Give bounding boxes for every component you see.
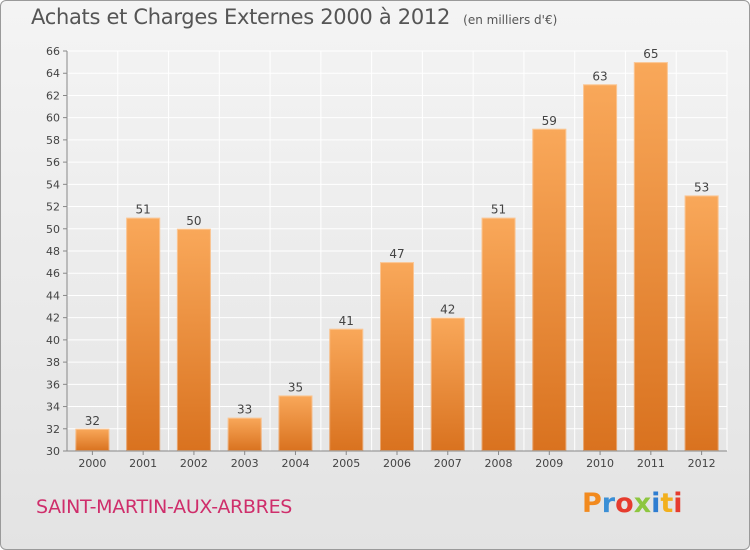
x-tick-label: 2004: [281, 457, 309, 470]
brand-letter: o: [615, 488, 634, 519]
y-tick-label: 36: [46, 378, 60, 391]
y-tick-label: 40: [46, 334, 60, 347]
chart-title: Achats et Charges Externes 2000 à 2012: [31, 5, 451, 29]
y-tick-label: 52: [46, 201, 60, 214]
bar-2002: [176, 228, 211, 451]
bar-2006: [380, 262, 414, 451]
x-tick-label: 2007: [434, 457, 462, 470]
brand-letter: r: [601, 488, 616, 519]
y-tick-label: 62: [46, 89, 60, 102]
brand-letter: i: [673, 488, 683, 519]
x-tick-label: 2000: [78, 457, 106, 470]
x-tick-label: 2006: [383, 457, 411, 470]
brand-letter: P: [582, 488, 602, 519]
y-tick-label: 58: [46, 134, 60, 147]
x-tick-label: 2005: [332, 457, 360, 470]
brand-letter: i: [651, 488, 661, 519]
bar-2000: [75, 428, 110, 451]
x-tick-label: 2001: [129, 457, 157, 470]
value-label: 50: [186, 214, 201, 228]
x-tick-label: 2008: [485, 457, 513, 470]
y-tick-label: 60: [46, 112, 60, 125]
brand-letter: t: [660, 488, 674, 519]
y-tick-label: 38: [46, 356, 60, 369]
y-tick-label: 32: [46, 423, 60, 436]
x-tick-label: 2010: [586, 457, 614, 470]
x-tick-label: 2002: [180, 457, 208, 470]
y-tick-label: 34: [46, 401, 60, 414]
y-tick-label: 64: [46, 67, 60, 80]
y-tick-label: 54: [46, 178, 60, 191]
bar-2003: [227, 417, 262, 451]
y-tick-label: 46: [46, 267, 60, 280]
value-label: 41: [339, 314, 354, 328]
value-label: 59: [542, 114, 557, 128]
chart-unit: (en milliers d'€): [463, 13, 558, 27]
value-label: 65: [643, 47, 658, 61]
y-tick-label: 66: [46, 45, 60, 58]
y-tick-label: 56: [46, 156, 60, 169]
x-tick-label: 2009: [535, 457, 563, 470]
proxiti-logo[interactable]: Proxiti: [582, 488, 683, 519]
bar-2009: [532, 128, 567, 451]
y-tick-label: 48: [46, 245, 60, 258]
value-label: 42: [440, 303, 455, 317]
bar-2004: [278, 395, 313, 451]
bar-2011: [633, 62, 668, 451]
x-tick-label: 2012: [688, 457, 716, 470]
y-tick-label: 30: [46, 445, 60, 458]
y-tick-label: 44: [46, 289, 60, 302]
chart-header: Achats et Charges Externes 2000 à 2012 (…: [31, 5, 557, 29]
value-label: 47: [389, 247, 404, 261]
bar-2010: [583, 84, 618, 451]
value-label: 51: [136, 203, 151, 217]
brand-letter: x: [633, 488, 652, 519]
x-tick-label: 2003: [231, 457, 259, 470]
y-tick-label: 50: [46, 223, 60, 236]
value-label: 32: [85, 414, 100, 428]
value-label: 53: [694, 180, 709, 194]
bar-2005: [329, 328, 364, 451]
y-tick-label: 42: [46, 312, 60, 325]
value-label: 33: [237, 403, 252, 417]
value-label: 35: [288, 380, 303, 394]
bar-2008: [481, 217, 516, 451]
city-name: SAINT-MARTIN-AUX-ARBRES: [36, 496, 293, 518]
bar-2012: [684, 195, 719, 451]
bar-2007: [430, 317, 465, 451]
value-label: 51: [491, 203, 506, 217]
bar-2001: [126, 217, 161, 451]
value-label: 63: [592, 69, 607, 83]
x-tick-label: 2011: [637, 457, 665, 470]
